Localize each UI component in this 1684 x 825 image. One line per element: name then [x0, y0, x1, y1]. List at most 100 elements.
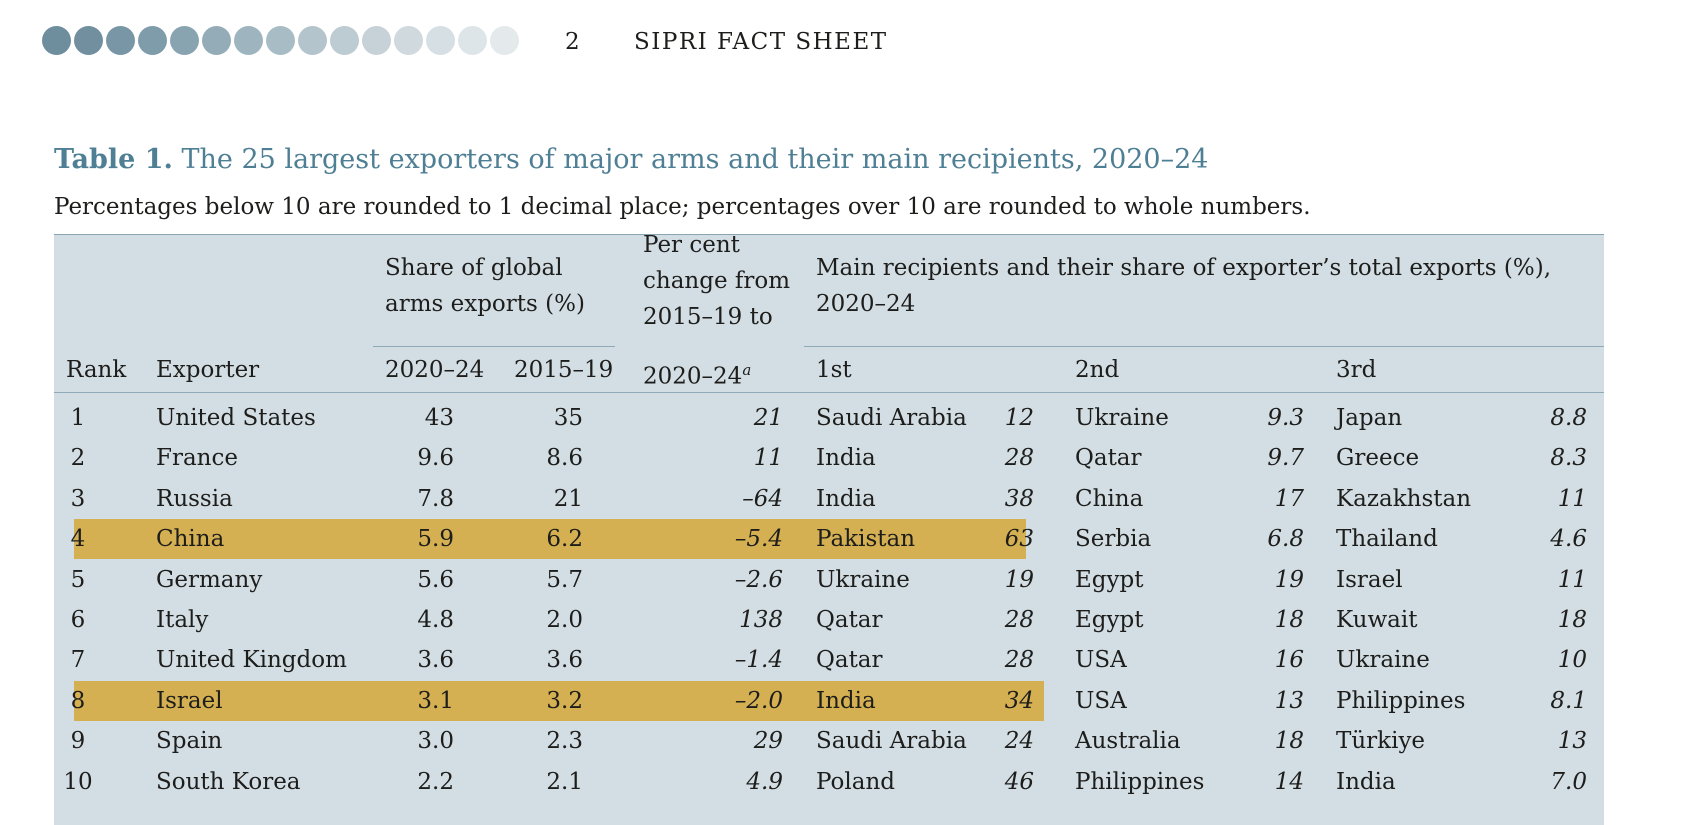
table-label: Table 1. [54, 144, 173, 175]
cell-share-3: 8.1 [1550, 687, 1587, 714]
progress-dot [42, 26, 71, 55]
cell-recipient-3: Thailand [1336, 526, 1438, 553]
cell-share-2020-24: 43 [424, 405, 454, 431]
cell-share-2: 13 [1274, 687, 1304, 714]
progress-dots [42, 26, 519, 55]
page-number: 2 [565, 29, 580, 55]
progress-dot [170, 26, 199, 55]
cell-recipient-1: Saudi Arabia [816, 728, 967, 755]
share-group-line1: Share of global [385, 255, 563, 281]
cell-recipient-3: India [1336, 768, 1396, 795]
progress-dot [362, 26, 391, 55]
cell-recipient-1: Poland [816, 768, 895, 795]
cell-recipient-3: Türkiye [1336, 728, 1426, 755]
cell-recipient-1: Saudi Arabia [816, 405, 967, 431]
cell-change: 29 [753, 728, 783, 755]
cell-recipient-2: USA [1075, 647, 1127, 674]
cell-exporter: Spain [156, 728, 223, 755]
cell-change: –5.4 [734, 526, 783, 553]
cell-share-1: 46 [1004, 768, 1034, 795]
cell-change: 21 [753, 405, 783, 431]
table-caption: The 25 largest exporters of major arms a… [172, 144, 1209, 175]
cell-recipient-2: Qatar [1075, 445, 1142, 472]
cell-recipient-2: China [1075, 485, 1144, 512]
cell-exporter: South Korea [156, 768, 301, 795]
cell-recipient-1: Pakistan [816, 526, 916, 553]
share-group-line2: arms exports (%) [385, 291, 585, 317]
cell-share-1: 28 [1004, 445, 1034, 472]
cell-change: –2.0 [734, 687, 783, 714]
cell-share-2: 17 [1274, 485, 1304, 512]
share-group-rule [373, 346, 615, 347]
cell-share-2: 9.3 [1267, 405, 1304, 431]
progress-dot [202, 26, 231, 55]
running-title: SIPRI FACT SHEET [634, 29, 888, 55]
cell-share-2015-19: 21 [553, 485, 583, 512]
cell-rank: 7 [70, 647, 86, 674]
cell-share-3: 8.8 [1550, 405, 1587, 431]
cell-rank: 2 [70, 445, 86, 472]
table-title: Table 1. The 25 largest exporters of maj… [54, 144, 1208, 175]
cell-recipient-2: Australia [1075, 728, 1181, 755]
cell-recipient-3: Kazakhstan [1336, 485, 1472, 512]
row-highlight [74, 680, 1044, 721]
progress-dot [74, 26, 103, 55]
header-share-group: Share of global arms exports (%) [385, 250, 585, 322]
cell-recipient-3: Israel [1336, 566, 1403, 593]
cell-share-2015-19: 3.2 [546, 687, 583, 714]
recipients-rule [804, 346, 1604, 347]
cell-change: –64 [742, 485, 783, 512]
progress-dot [426, 26, 455, 55]
cell-rank: 5 [70, 566, 86, 593]
change-line1: Per cent [643, 232, 740, 258]
cell-recipient-1: Qatar [816, 647, 883, 674]
cell-recipient-3: Philippines [1336, 687, 1466, 714]
cell-share-2020-24: 4.8 [417, 607, 454, 633]
cell-rank: 4 [70, 526, 86, 553]
cell-exporter: United States [156, 405, 316, 431]
cell-change: 4.9 [746, 768, 783, 795]
progress-dot [106, 26, 135, 55]
cell-change: 11 [753, 445, 783, 472]
cell-share-3: 11 [1557, 566, 1587, 593]
cell-share-2: 14 [1274, 768, 1304, 795]
cell-rank: 8 [70, 687, 86, 714]
cell-share-2015-19: 6.2 [546, 526, 583, 553]
cell-share-2015-19: 2.3 [546, 728, 583, 755]
cell-recipient-1: India [816, 687, 876, 714]
header-bottom-rule [54, 392, 1604, 393]
progress-dot [266, 26, 295, 55]
cell-share-2: 9.7 [1267, 445, 1304, 472]
header-share-2020-24: 2020–24 [385, 357, 485, 383]
header-third: 3rd [1336, 357, 1377, 383]
cell-share-3: 18 [1557, 607, 1587, 633]
cell-recipient-2: Egypt [1075, 607, 1144, 633]
cell-share-2: 6.8 [1267, 526, 1304, 553]
header-second: 2nd [1075, 357, 1120, 383]
header-exporter: Exporter [156, 357, 260, 383]
cell-share-1: 28 [1004, 607, 1034, 633]
header-change-period: 2020–24a [643, 356, 751, 391]
cell-share-3: 7.0 [1550, 768, 1587, 795]
cell-share-2020-24: 7.8 [417, 485, 454, 512]
cell-share-3: 4.6 [1550, 526, 1587, 553]
cell-recipient-3: Ukraine [1336, 647, 1430, 674]
cell-share-2020-24: 3.1 [417, 687, 454, 714]
data-table: Share of global arms exports (%) Per cen… [54, 232, 1604, 825]
cell-recipient-1: India [816, 445, 876, 472]
cell-share-2020-24: 5.6 [417, 566, 454, 593]
row-highlight [74, 519, 1026, 560]
cell-exporter: Israel [156, 687, 223, 714]
cell-recipient-2: Egypt [1075, 566, 1144, 593]
cell-rank: 10 [63, 768, 93, 795]
progress-dot [234, 26, 263, 55]
change-line4: 2020–24 [643, 363, 743, 390]
recipients-line1: Main recipients and their share of expor… [816, 255, 1552, 281]
change-line3: 2015–19 to [643, 304, 773, 330]
cell-share-3: 13 [1557, 728, 1587, 755]
cell-share-1: 12 [1004, 405, 1034, 431]
cell-share-1: 63 [1004, 526, 1034, 553]
progress-dot [394, 26, 423, 55]
cell-recipient-3: Kuwait [1336, 607, 1418, 633]
cell-share-3: 8.3 [1550, 445, 1587, 472]
